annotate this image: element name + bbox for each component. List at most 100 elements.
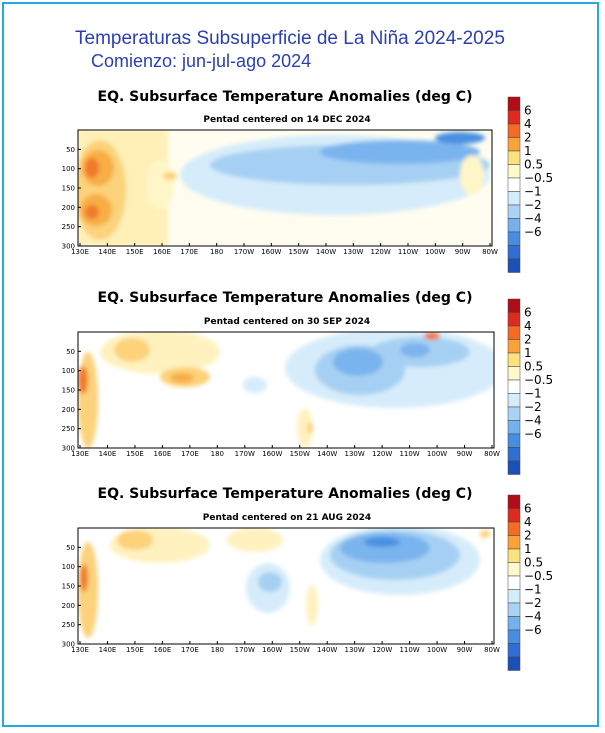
colorbar-1-label: 6 [524,104,532,118]
panel-1-y-tick-label: 150 [62,185,75,193]
panel-2-x-tick-label: 140E [99,450,117,458]
colorbar-2-swatch [507,352,521,367]
panel-1-axes: 130E 140E 150E 160E 170E 180 170W 160W 150W 140W 1… [62,146,498,256]
panel-1-x-tick-label: 150W [289,248,309,256]
panel-1-y-tick-label: 100 [62,165,75,173]
panel-1-east-warm [460,155,484,195]
panel-2-deep-warm [297,408,313,448]
panel-3-title: EQ. Subsurface Temperature Anomalies (de… [98,486,473,502]
panel-2-field [78,332,494,448]
panel-2-x-tick-label: 90W [457,450,473,458]
panel-2-x-tick-label: 80W [484,450,500,458]
colorbar-2-swatch [507,366,521,381]
panel-1: EQ. Subsurface Temperature Anomalies (de… [62,89,498,256]
panel-1-x-tick-label: 160E [153,248,171,256]
panel-3-x-tick-label: 80W [484,646,500,654]
colorbar-3-swatch [507,508,521,523]
colorbar-2-label: −0.5 [524,373,553,387]
panel-3-x-tick-label: 170E [181,646,199,654]
panel-3-y-tick-label: 100 [62,563,75,571]
panel-1-y-tick-label: 300 [62,243,75,251]
panel-2-x-tick-label: 130E [71,450,89,458]
panel-1-warm-peak-b [85,205,99,219]
panel-3-deep-warm [306,585,318,625]
panel-3: EQ. Subsurface Temperature Anomalies (de… [62,486,500,654]
panel-2-west-warm [78,352,98,448]
panel-2-title: EQ. Subsurface Temperature Anomalies (de… [98,290,473,306]
panel-2-east-warm-peak [424,332,440,340]
colorbar-1-swatch [507,218,521,233]
panel-1-x-tick-label: 100W [425,248,445,256]
colorbar-2-swatch [507,420,521,435]
colorbar-3-swatch [507,494,521,509]
panel-2-x-tick-label: 160W [262,450,282,458]
panel-2-x-tick-label: 120W [372,450,392,458]
panel-1-x-tick-label: 180 [210,248,223,256]
panel-1-x-tick-label: 170E [180,248,198,256]
panel-1-title: EQ. Subsurface Temperature Anomalies (de… [98,89,473,105]
colorbar-1-label: −4 [524,212,542,226]
page-title: Temperaturas Subsuperficie de La Niña 20… [75,28,505,49]
panel-2-x-tick-label: 110W [399,450,419,458]
panel-3-y-tick-label: 150 [62,583,75,591]
colorbar-2-label: 1 [524,346,532,360]
colorbar-3-swatch [507,575,521,590]
panel-3-west-peak [80,564,88,592]
colorbar-3-swatch [507,521,521,536]
panel-2-west-peak [78,366,88,394]
colorbar-3-label: −0.5 [524,569,553,583]
panel-3-east-warm [480,530,490,538]
panel-2-y-tick-label: 200 [62,406,75,414]
panel-1-x-tick-label: 130E [71,248,89,256]
colorbar-2-label: 4 [524,319,532,333]
colorbar-3-label: 1 [524,542,532,556]
panel-3-y-tick-label: 300 [62,641,75,649]
colorbar-1-swatch [507,191,521,206]
colorbar-3-swatch [507,602,521,617]
panel-3-y-tick-label: 250 [62,621,75,629]
panel-3-x-tick-label: 160E [154,646,172,654]
colorbar-1-swatch [507,164,521,179]
panel-1-y-tick-label: 50 [66,146,75,154]
panel-2-subtitle: Pentad centered on 30 SEP 2024 [204,317,370,327]
colorbar-3-label: 2 [524,529,532,543]
colorbar-1-label: −1 [524,185,542,199]
panel-2-x-tick-label: 170E [181,450,199,458]
panel-2-x-tick-label: 160E [154,450,172,458]
colorbar-2-label: −1 [524,387,542,401]
colorbar-3-swatch [507,629,521,644]
panel-2-warm-b-core [170,373,194,383]
colorbar-2-swatch [507,379,521,394]
colorbar-3-label: −1 [524,583,542,597]
colorbar-1-swatch [507,123,521,138]
panel-2-x-tick-label: 170W [235,450,255,458]
colorbar-1-label: −0.5 [524,171,553,185]
panel-1-warm-peak-a [85,158,99,178]
colorbar-3-swatch [507,548,521,563]
panel-1-x-tick-label: 80W [482,248,498,256]
panel-3-west-warm [78,542,98,638]
panel-3-x-tick-label: 140W [317,646,337,654]
panel-1-subtitle: Pentad centered on 14 DEC 2024 [203,115,370,125]
panel-2-cool-core-east [400,343,430,357]
panel-1-x-tick-label: 130W [343,248,363,256]
colorbar-2-swatch [507,406,521,421]
panel-1-x-tick-label: 140E [98,248,116,256]
panel-3-warm-core [117,530,153,550]
panel-1-x-tick-label: 150E [126,248,144,256]
panel-2-cool-core [333,348,383,376]
colorbar-1-swatch [507,258,521,273]
colorbar-1-swatch [507,110,521,125]
panel-3-x-tick-label: 100W [427,646,447,654]
colorbar-3-swatch [507,656,521,671]
panel-1-x-tick-label: 120W [371,248,391,256]
colorbar-1-label: 0.5 [524,158,543,172]
panel-3-x-tick-label: 160W [262,646,282,654]
panel-1-x-tick-label: 110W [398,248,418,256]
panel-2-x-tick-label: 130W [345,450,365,458]
colorbar-2-swatch [507,298,521,313]
colorbar-2-label: −6 [524,427,542,441]
panel-2-x-tick-label: 100W [427,450,447,458]
panel-3-y-tick-label: 200 [62,602,75,610]
